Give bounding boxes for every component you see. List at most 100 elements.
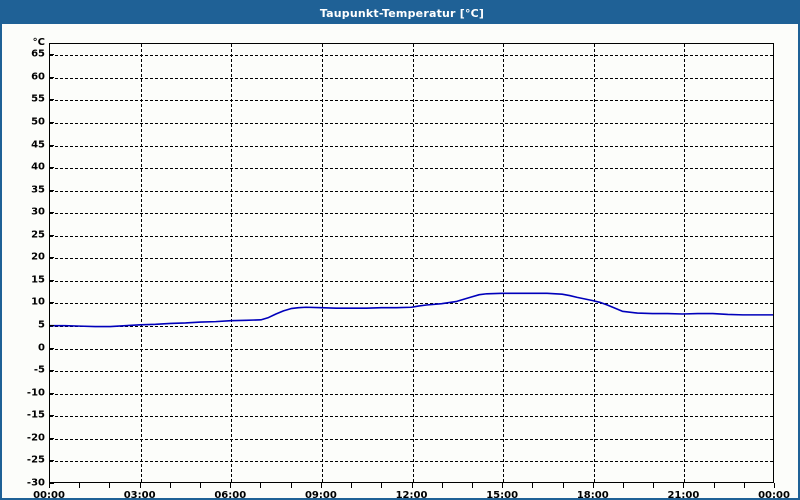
plot-area (49, 43, 774, 483)
x-axis-tick (713, 483, 715, 488)
x-axis-tick (260, 483, 262, 488)
gridline-horizontal (50, 168, 773, 170)
x-axis-tick (109, 483, 111, 488)
gridline-vertical (321, 44, 323, 482)
y-axis-tick (49, 437, 54, 439)
y-axis-tick (49, 392, 54, 394)
gridline-horizontal (50, 348, 773, 350)
x-axis-tick (441, 483, 443, 488)
y-axis-tick (49, 279, 54, 281)
y-axis-tick-label: -15 (26, 409, 45, 421)
y-axis-tick (49, 144, 54, 146)
y-axis-tick-label: 65 (31, 48, 45, 60)
y-axis-tick (49, 167, 54, 169)
x-axis-tick-label: 06:0013.11.23 (190, 490, 270, 500)
x-axis-tick (471, 483, 473, 488)
data-series-line (50, 292, 773, 328)
gridline-horizontal (50, 100, 773, 102)
page-title: Taupunkt-Temperatur [°C] (319, 6, 485, 20)
y-axis-tick-label: 30 (31, 206, 45, 218)
gridline-horizontal (50, 213, 773, 215)
y-axis-tick-label: 35 (31, 184, 45, 196)
y-axis-tick (49, 460, 54, 462)
x-axis-tick (351, 483, 353, 488)
y-axis-tick (49, 370, 54, 372)
x-axis-tick-label: 03:0013.11.23 (100, 490, 180, 498)
x-axis-tick (743, 483, 745, 488)
y-axis-tick-label: 60 (31, 71, 45, 83)
y-axis-tick (49, 99, 54, 101)
x-axis-tick-label: 15:0013.11.23 (462, 490, 542, 500)
gridline-horizontal (50, 461, 773, 463)
y-axis-unit-label: °C (32, 37, 45, 48)
y-axis-tick-label: 5 (38, 319, 45, 331)
x-axis-tick-label: 18:0013.11.23 (553, 490, 633, 500)
x-axis-tick-time: 12:00 (395, 490, 428, 500)
window-title-bar: Taupunkt-Temperatur [°C] (2, 2, 798, 24)
y-axis-tick-label: 55 (31, 93, 45, 105)
y-axis-tick-label: 45 (31, 139, 45, 151)
x-axis-tick (49, 483, 50, 488)
x-axis-tick (653, 483, 655, 488)
y-axis-tick-label: -5 (33, 364, 45, 376)
y-axis-tick-label: 40 (31, 161, 45, 173)
y-axis-tick (49, 76, 54, 78)
x-axis-tick-time: 18:00 (576, 490, 609, 500)
gridline-horizontal (50, 416, 773, 418)
gridline-vertical (503, 44, 505, 482)
gridline-horizontal (50, 438, 773, 440)
y-axis-tick (49, 347, 54, 349)
y-axis-tick-label: 0 (38, 342, 45, 354)
y-axis-tick-label: -25 (26, 454, 45, 466)
x-axis-tick (683, 483, 685, 488)
y-axis-tick-label: -10 (26, 387, 45, 399)
x-axis-tick-time: 00:00 (33, 490, 65, 500)
x-axis-tick (169, 483, 171, 488)
x-axis-tick (320, 483, 322, 488)
y-axis-tick-label: -30 (26, 477, 45, 489)
x-axis-tick-time: 09:00 (304, 490, 337, 500)
x-axis-tick (562, 483, 564, 488)
x-axis-tick-time: 00:00 (758, 490, 790, 500)
y-axis-labels: 65 60 55 50 45 40 35 30 25 20 15 10 5 0 -5 -10 -15 -20 -25… (2, 43, 45, 489)
gridline-horizontal (50, 393, 773, 395)
gridline-horizontal (50, 145, 773, 147)
x-axis-tick-time: 21:00 (667, 490, 700, 500)
x-axis-tick (774, 483, 775, 488)
y-axis-tick (49, 189, 54, 191)
x-axis-tick (200, 483, 202, 488)
y-axis-tick (49, 302, 54, 304)
y-axis-tick-label: 10 (31, 296, 45, 308)
y-axis-tick-label: 50 (31, 116, 45, 128)
x-axis-tick (411, 483, 413, 488)
x-axis-tick-label: 00:0014.11.23 (734, 490, 798, 500)
gridline-horizontal (50, 326, 773, 328)
y-axis-tick (49, 325, 54, 327)
x-axis-tick-label: 12:0013.11.23 (372, 490, 452, 500)
x-axis-tick-time: 15:00 (486, 490, 519, 500)
y-axis-tick (49, 54, 54, 56)
y-axis-tick-label: -20 (26, 432, 45, 444)
x-axis-tick-label: 21:0013.11.23 (643, 490, 723, 500)
x-axis-tick (290, 483, 292, 488)
y-axis-tick (49, 415, 54, 417)
gridline-horizontal (50, 371, 773, 373)
x-axis-tick (622, 483, 624, 488)
x-axis-tick-label: 09:0013.11.23 (281, 490, 361, 500)
x-axis-tick (139, 483, 141, 488)
x-axis-tick (592, 483, 594, 488)
x-axis-tick (532, 483, 534, 488)
chart-canvas: °C 65 60 55 50 45 40 35 30 25 20 15 10 5 0 -5 -10 -15 -20… (2, 24, 798, 498)
y-axis-tick (49, 234, 54, 236)
x-axis-tick-time: 06:00 (214, 490, 247, 500)
y-axis-tick-label: 20 (31, 251, 45, 263)
y-axis-tick (49, 121, 54, 123)
gridline-horizontal (50, 55, 773, 57)
y-axis-tick (49, 483, 54, 484)
gridline-vertical (140, 44, 142, 482)
gridline-horizontal (50, 190, 773, 192)
gridline-horizontal (50, 280, 773, 282)
gridline-horizontal (50, 235, 773, 237)
y-axis-tick-label: 25 (31, 229, 45, 241)
